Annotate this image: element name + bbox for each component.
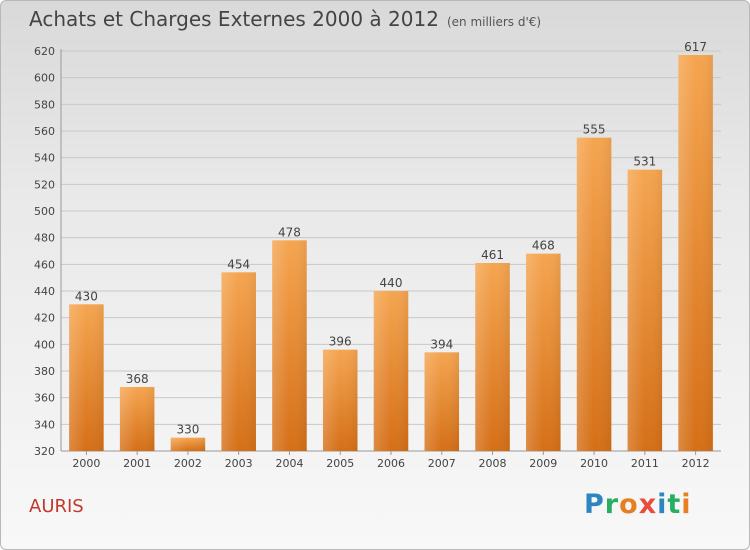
x-tick-label: 2005 [326,457,354,470]
x-tick-label: 2003 [225,457,253,470]
y-tick-label: 420 [34,312,55,325]
data-label-2012: 617 [684,40,707,54]
bar-shine-2006 [373,291,409,451]
proxiti-logo: Proxiti [584,489,692,520]
y-tick-label: 520 [34,178,55,191]
chart-subtitle: (en milliers d'€) [446,15,542,29]
x-tick-label: 2012 [682,457,710,470]
data-label-2007: 394 [430,337,453,351]
y-tick-label: 620 [34,45,55,58]
commune-name: AURIS [29,496,84,517]
data-labels: 430 368 330 454 478 396 440 394 461 468 555 531 617 [75,40,707,437]
data-label-2005: 396 [329,335,352,349]
x-tick-label: 2010 [580,457,608,470]
logo-letter: r [604,489,620,520]
data-label-2010: 555 [583,123,606,137]
y-tick-label: 380 [34,365,55,378]
data-label-2001: 368 [126,372,149,386]
x-tick-label: 2008 [479,457,507,470]
x-tick-label: 2009 [529,457,557,470]
bar-shine-2002 [170,437,206,451]
bar-shine-2011 [627,169,663,451]
y-tick-label: 580 [34,98,55,111]
data-label-2006: 440 [380,276,403,290]
logo-letter: i [681,489,692,520]
y-tick-label: 400 [34,338,55,351]
data-label-2011: 531 [633,155,656,169]
bar-shine-2001 [119,387,155,451]
x-tick-label: 2000 [72,457,100,470]
y-tick-label: 500 [34,205,55,218]
logo-letter: o [619,489,639,520]
bar-shine-2003 [221,272,256,451]
x-tick-label: 2011 [631,457,659,470]
y-tick-label: 600 [34,72,55,85]
y-tick-label: 460 [34,258,55,271]
chart-title: Achats et Charges Externes 2000 à 2012 (e… [29,7,541,31]
bar-shine-2004 [272,240,307,451]
bars [69,55,713,451]
logo-letter: t [667,489,682,520]
y-tick-label: 340 [34,418,55,431]
logo-letter: P [584,489,605,520]
y-tick-label: 480 [34,232,55,245]
y-tick-label: 560 [34,125,55,138]
x-tick-label: 2004 [275,457,303,470]
bar-shine-2005 [322,349,358,451]
data-label-2008: 461 [481,248,504,262]
data-label-2002: 330 [176,423,199,437]
chart-title-text: Achats et Charges Externes 2000 à 2012 [29,7,439,31]
x-tick-label: 2006 [377,457,405,470]
logo-letter: i [657,489,668,520]
y-tick-label: 440 [34,285,55,298]
data-label-2009: 468 [532,239,555,253]
bar-shine-2009 [526,253,561,451]
data-label-2000: 430 [75,289,98,303]
x-tick-label: 2002 [174,457,202,470]
y-tick-label: 360 [34,392,55,405]
y-tick-label: 320 [34,445,55,458]
bar-shine-2010 [576,137,612,451]
y-tick-label: 540 [34,152,55,165]
bar-shine-2012 [678,55,713,451]
bar-shine-2008 [475,263,510,451]
data-label-2004: 478 [278,225,301,239]
x-tick-label: 2007 [428,457,456,470]
bar-shine-2000 [69,304,104,451]
bar-shine-2007 [424,352,460,451]
logo-letter: x [638,489,658,520]
x-tick-label: 2001 [123,457,151,470]
data-label-2003: 454 [227,257,250,271]
axes: 320 340 360 380 400 420 440 460 480 500 520 540 560 5… [34,45,721,470]
